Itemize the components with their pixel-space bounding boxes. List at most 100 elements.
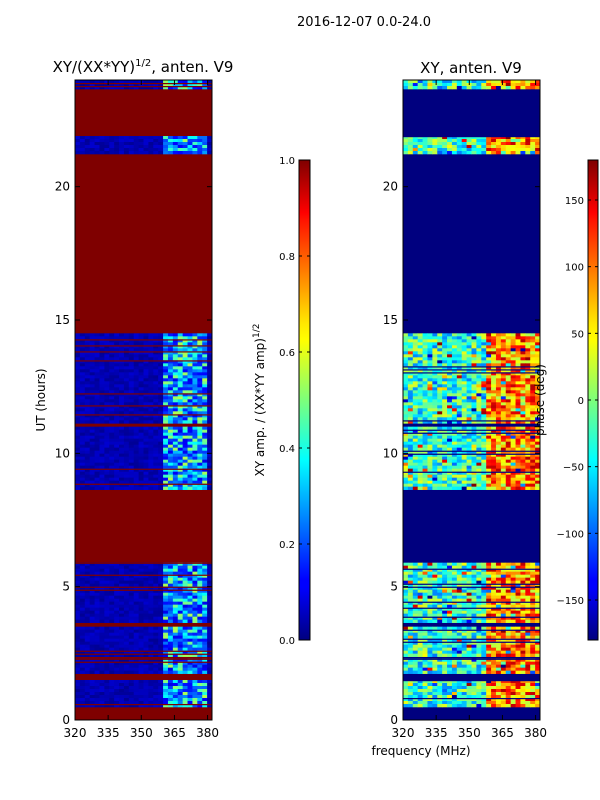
heatmap-cell [481,462,487,466]
heatmap-cell [456,447,463,451]
heatmap-cell [505,644,512,648]
heatmap-cell [167,435,174,439]
heatmap-cell [148,450,154,454]
heatmap-cell [172,366,179,370]
heatmap-cell [109,692,115,696]
heatmap-cell [530,562,536,566]
heatmap-cell [187,414,193,418]
heatmap-cell [207,441,212,445]
heatmap-cell [153,601,159,605]
heatmap-cell [417,477,423,481]
heatmap-cell [495,635,502,639]
heatmap-cell [437,644,443,648]
heatmap-cell [84,635,91,639]
heatmap-cell [79,704,86,708]
heatmap-cell [138,405,144,409]
heatmap-cell [177,680,184,684]
heatmap-cell [407,574,414,578]
left-panel: XY/(XX*YY)1/2, anten. V9 320 335 350 365 380… [34,58,311,740]
heatmap-cell [207,450,212,454]
heatmap-cell [515,601,521,605]
heatmap-cell [89,432,95,436]
heatmap-cell [128,647,135,651]
heatmap-cell [520,336,526,340]
heatmap-cell [143,474,149,478]
heatmap-cell [167,568,174,572]
heatmap-cell [138,468,144,472]
heatmap-cell [456,595,463,599]
heatmap-cell [182,83,188,87]
heatmap-cell [128,483,135,487]
heatmap-cell [79,565,86,569]
heatmap-cell [138,577,144,581]
heatmap-cell [505,583,512,587]
heatmap-cell [119,384,125,388]
heatmap-cell [128,601,135,605]
heatmap-cell [187,459,193,463]
heatmap-cell [456,658,463,662]
heatmap-cell [197,653,203,657]
heatmap-cell [163,601,169,605]
heatmap-cell [197,667,203,671]
heatmap-cell [427,683,433,687]
heatmap-cell [197,414,203,418]
heatmap-cell [192,378,198,382]
heatmap-cell [491,686,497,690]
heatmap-cell [172,429,179,433]
heatmap-cell [412,459,419,463]
heatmap-cell [172,136,179,140]
heatmap-cell [182,480,188,484]
heatmap-cell [138,336,144,340]
heatmap-cell [187,360,193,364]
heatmap-cell [202,683,208,687]
heatmap-cell [89,342,95,346]
heatmap-cell [172,683,179,687]
heatmap-cell [109,459,115,463]
heatmap-cell [79,689,86,693]
heatmap-cell [447,616,453,620]
heatmap-cell [89,354,95,358]
heatmap-cell [94,695,100,699]
heatmap-cell [119,381,125,385]
heatmap-cell [520,462,526,466]
heatmap-cell [84,465,91,469]
heatmap-cell [158,369,164,373]
heatmap-cell [486,462,492,466]
heatmap-cell [163,586,169,590]
heatmap-cell [99,408,105,412]
heatmap-cell [187,342,193,346]
heatmap-cell [138,414,144,418]
heatmap-cell [187,486,193,490]
heatmap-cell [114,701,120,705]
heatmap-cell [182,387,188,391]
heatmap-cell [89,441,95,445]
heatmap-cell [500,574,507,578]
heatmap-cell [143,417,149,421]
heatmap-cell [192,683,198,687]
heatmap-cell [75,336,81,340]
heatmap-cell [476,348,482,352]
heatmap-cell [104,686,110,690]
heatmap-cell [187,444,193,448]
heatmap-cell [202,607,208,611]
heatmap-cell [481,336,487,340]
heatmap-cell [172,80,179,84]
heatmap-cell [94,366,100,370]
heatmap-cell [510,450,516,454]
heatmap-cell [525,342,531,346]
heatmap-cell [466,680,472,684]
heatmap-cell [407,333,414,337]
heatmap-cell [486,586,492,590]
heatmap-cell [471,607,477,611]
heatmap-cell [412,580,419,584]
heatmap-cell [432,647,438,651]
heatmap-cell [94,471,100,475]
heatmap-cell [192,136,198,140]
heatmap-cell [520,604,526,608]
heatmap-cell [491,345,497,349]
heatmap-cell [486,486,492,490]
heatmap-cell [123,363,130,367]
heatmap-cell [491,471,497,475]
heatmap-cell [94,683,100,687]
heatmap-cell [84,683,91,687]
